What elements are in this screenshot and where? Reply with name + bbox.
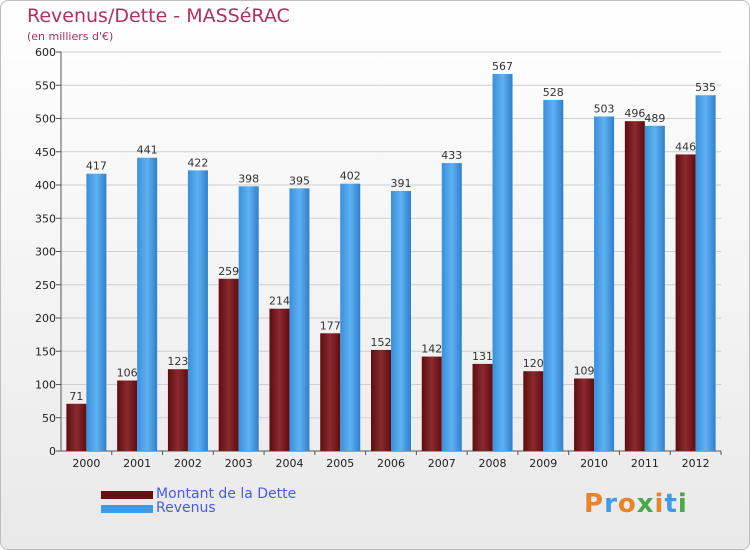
dette-value-label: 142 [421, 343, 442, 356]
legend-swatch-dette [101, 491, 153, 499]
dette-value-label: 177 [320, 319, 341, 332]
x-tick-label: 2011 [631, 457, 659, 470]
x-tick-label: 2002 [174, 457, 202, 470]
revenus-value-label: 391 [391, 177, 412, 190]
revenus-bar [238, 186, 259, 451]
x-tick-label: 2005 [326, 457, 354, 470]
dette-value-label: 259 [218, 265, 239, 278]
revenus-value-label: 422 [187, 156, 208, 169]
dette-bar [66, 403, 87, 451]
logo-letter: i [677, 489, 688, 519]
y-tick-label: 400 [35, 179, 56, 192]
x-tick-label: 2003 [225, 457, 253, 470]
revenus-value-label: 503 [594, 103, 615, 116]
logo-letter: r [604, 489, 618, 519]
y-tick-label: 100 [35, 379, 56, 392]
dette-bar [320, 333, 341, 451]
y-tick-label: 600 [35, 46, 56, 59]
revenus-bar [492, 73, 513, 451]
revenus-value-label: 441 [137, 144, 158, 157]
dette-value-label: 71 [69, 390, 83, 403]
legend-label-revenus: Revenus [156, 500, 216, 516]
x-tick-label: 2010 [580, 457, 608, 470]
revenus-bar [289, 188, 310, 451]
x-tick-label: 2007 [428, 457, 456, 470]
dette-value-label: 496 [624, 107, 645, 120]
y-tick-label: 50 [42, 412, 56, 425]
y-tick-label: 350 [35, 212, 56, 225]
logo-letter: P [584, 489, 605, 519]
logo-letter: o [617, 489, 637, 519]
revenus-value-label: 535 [695, 81, 716, 94]
dette-value-label: 106 [117, 367, 138, 380]
dette-bar [675, 154, 696, 451]
dette-bar [624, 121, 645, 451]
dette-bar [117, 380, 138, 451]
revenus-bar [187, 170, 208, 451]
logo-letter: x [636, 489, 655, 519]
x-tick-label: 2008 [479, 457, 507, 470]
revenus-value-label: 417 [86, 160, 107, 173]
dette-value-label: 131 [472, 350, 493, 363]
revenus-bar [340, 183, 361, 452]
dette-bar [523, 371, 544, 451]
revenus-bar [137, 157, 158, 452]
revenus-bar [695, 95, 716, 451]
y-tick-label: 0 [49, 445, 56, 458]
revenus-bar [391, 190, 411, 452]
logo-letter: i [654, 489, 665, 519]
dette-value-label: 120 [523, 357, 544, 370]
dette-bar [371, 349, 391, 451]
dette-value-label: 214 [269, 295, 290, 308]
x-tick-label: 2009 [529, 457, 557, 470]
revenus-bar [441, 163, 462, 451]
dette-bar [472, 363, 493, 451]
chart-subtitle: (en milliers d'€) [27, 30, 114, 43]
logo-letter: t [664, 489, 678, 519]
dette-bar [421, 356, 442, 451]
x-tick-label: 2004 [275, 457, 303, 470]
dette-bar [167, 369, 188, 451]
revenus-value-label: 398 [238, 172, 259, 185]
revenus-bar [594, 116, 615, 451]
y-tick-label: 300 [35, 246, 56, 259]
x-tick-label: 2001 [123, 457, 151, 470]
y-tick-label: 450 [35, 146, 56, 159]
legend-label-dette: Montant de la Dette [156, 486, 297, 502]
x-tick-label: 2012 [682, 457, 710, 470]
y-tick-label: 550 [35, 79, 56, 92]
y-tick-label: 200 [35, 312, 56, 325]
revenus-bar [86, 173, 107, 451]
dette-value-label: 109 [574, 365, 595, 378]
revenus-bar [543, 99, 564, 451]
dette-value-label: 152 [371, 336, 392, 349]
y-tick-label: 500 [35, 113, 56, 126]
x-tick-label: 2000 [72, 457, 100, 470]
legend-swatch-revenus [101, 505, 153, 513]
revenus-bar [644, 125, 665, 451]
revenus-value-label: 433 [441, 149, 462, 162]
revenus-value-label: 395 [289, 174, 310, 187]
dette-value-label: 446 [675, 140, 696, 153]
x-tick-label: 2006 [377, 457, 405, 470]
dette-bar [218, 278, 239, 451]
dette-bar [574, 378, 595, 451]
dette-value-label: 123 [167, 355, 188, 368]
revenus-value-label: 567 [492, 60, 513, 73]
revenus-value-label: 489 [644, 112, 665, 125]
y-tick-label: 150 [35, 345, 56, 358]
dette-bar [269, 308, 290, 451]
revenus-value-label: 528 [543, 86, 564, 99]
revenus-value-label: 402 [340, 170, 361, 183]
y-tick-label: 250 [35, 279, 56, 292]
proxiti-logo: Proxiti [584, 489, 688, 519]
chart-title: Revenus/Dette - MASSéRAC [27, 5, 290, 27]
